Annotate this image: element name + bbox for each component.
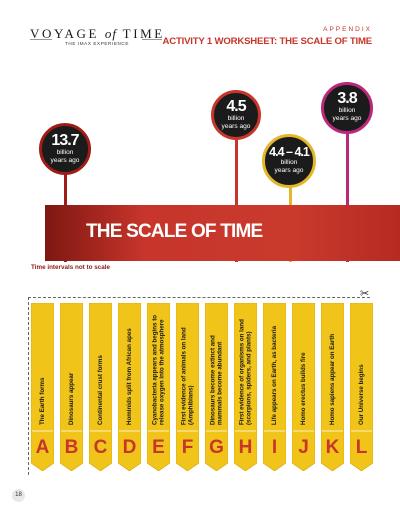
pin-13-7-billion: 13.7 billion years ago [39, 123, 91, 175]
pin-pole-2 [235, 130, 238, 262]
event-card-l[interactable]: Our Universe begins L [350, 303, 373, 471]
card-letter: C [93, 437, 108, 458]
card-event-text: The Earth forms [39, 377, 46, 425]
event-card-c[interactable]: Continental crust forms C [89, 303, 112, 471]
card-letter: L [355, 437, 368, 458]
card-shape [292, 303, 315, 471]
card-letter: H [238, 437, 253, 458]
card-event-text: Our Universe begins [358, 364, 365, 425]
logo-rule-left [30, 39, 52, 40]
event-card-d[interactable]: Hominids split from African apes D [118, 303, 141, 471]
event-card-h[interactable]: First evidence of organisms on land (sco… [234, 303, 257, 471]
card-event-text: First evidence of animals on land (Amphi… [180, 327, 195, 425]
event-card-a[interactable]: The Earth forms A [31, 303, 54, 471]
event-card-j[interactable]: Homo erectus builds fire J [292, 303, 315, 471]
card-letter: K [325, 437, 340, 458]
card-letter: E [152, 437, 165, 458]
logo-rule-right [142, 39, 162, 40]
event-card-g[interactable]: Dinosaurs become extinct and mammals bec… [205, 303, 228, 471]
event-card-b[interactable]: Dinosaurs appear B [60, 303, 83, 471]
pin-3-8-billion: 3.8 billion years ago [321, 82, 373, 134]
cut-line-top [28, 297, 370, 298]
scale-of-time-banner [45, 205, 400, 261]
card-shape [118, 303, 141, 471]
card-letter: J [298, 437, 309, 458]
card-shape [234, 303, 257, 471]
logo-title: VOYAGE of TIME [30, 26, 165, 41]
card-shape [321, 303, 344, 471]
cut-line-left [28, 297, 29, 475]
card-shape [31, 303, 54, 471]
card-shape [205, 303, 228, 471]
card-event-text: First evidence of organisms on land (sco… [238, 319, 253, 425]
card-letter: G [209, 437, 224, 458]
card-letter: I [271, 437, 278, 458]
worksheet-title: ACTIVITY 1 WORKSHEET: THE SCALE OF TIME [162, 36, 373, 47]
event-card-i[interactable]: Life appears on Earth, as bacteria I [263, 303, 286, 471]
card-event-text: Continental crust forms [97, 355, 104, 425]
card-shape [147, 303, 170, 471]
scissors-icon: ✂ [360, 288, 370, 300]
card-event-text: Hominids split from African apes [126, 328, 133, 425]
card-event-text: Dinosaurs become extinct and mammals bec… [209, 335, 224, 425]
pin-4-4-to-4-1-billion: 4.4 – 4.1 billion years ago [262, 134, 316, 188]
card-letter: D [122, 437, 137, 458]
event-card-e[interactable]: Cyanobacteria appears and begins to rele… [147, 303, 170, 471]
card-shape [89, 303, 112, 471]
card-shape [350, 303, 373, 471]
card-event-text: Homo sapiens appear on Earth [329, 333, 336, 425]
card-event-text: Homo erectus builds fire [300, 352, 307, 425]
appendix-label: APPENDIX [323, 26, 372, 33]
time-scale-note: Time intervals not to scale [31, 264, 110, 271]
card-event-text: Cyanobacteria appears and begins to rele… [151, 314, 166, 425]
card-letter: A [35, 437, 50, 458]
page-number: 18 [12, 489, 25, 502]
card-shape [176, 303, 199, 471]
logo-subtitle: THE IMAX EXPERIENCE [65, 41, 129, 46]
card-letter: B [64, 437, 79, 458]
card-shape [60, 303, 83, 471]
event-card-f[interactable]: First evidence of animals on land (Amphi… [176, 303, 199, 471]
banner-title: THE SCALE OF TIME [86, 221, 263, 242]
pin-4-5-billion: 4.5 billion years ago [211, 90, 261, 140]
card-shape [263, 303, 286, 471]
pin-pole-4 [346, 123, 349, 262]
event-card-k[interactable]: Homo sapiens appear on Earth K [321, 303, 344, 471]
card-event-text: Life appears on Earth, as bacteria [271, 325, 278, 425]
card-letter: F [181, 437, 194, 458]
card-event-text: Dinosaurs appear [68, 372, 75, 425]
